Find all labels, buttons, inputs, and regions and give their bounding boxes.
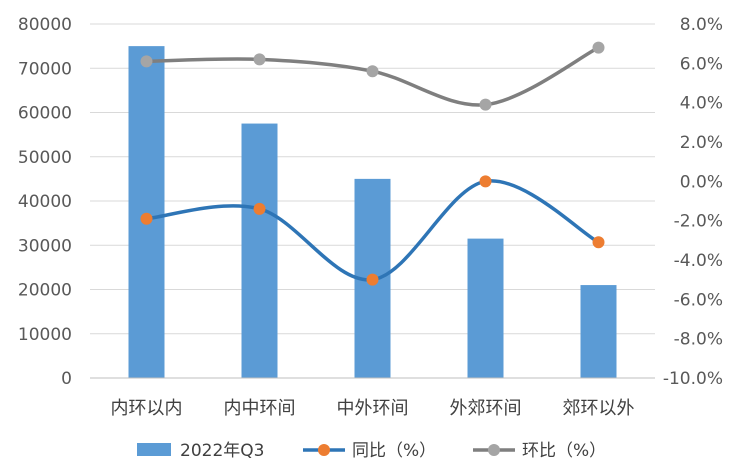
line-series (140, 41, 605, 286)
x-tick-label: 内环以内 (111, 398, 183, 419)
y-right-tick-label: -8.0% (674, 330, 723, 350)
line-point (479, 175, 492, 188)
y-left-tick-label: 70000 (18, 59, 72, 79)
legend-label: 2022年Q3 (180, 441, 264, 461)
y-left-tick-label: 40000 (18, 192, 72, 212)
legend-swatch-bar (137, 443, 171, 456)
y-left-tick-label: 20000 (18, 281, 72, 301)
y-right-tick-label: -2.0% (674, 212, 723, 232)
bar-series (128, 46, 617, 378)
y-left-tick-label: 10000 (18, 325, 72, 345)
line-point (253, 53, 266, 66)
y-right-tick-label: 4.0% (680, 94, 723, 114)
y-axis-right: -10.0% -8.0% -6.0% -4.0% -2.0% 0.0% 2.0% 4.0% 6.… (663, 15, 723, 389)
y-right-tick-label: -10.0% (663, 369, 723, 389)
bar (241, 123, 278, 378)
y-right-tick-label: -4.0% (674, 251, 723, 271)
line-point (140, 55, 153, 68)
y-right-tick-label: 0.0% (680, 172, 723, 192)
bar (467, 238, 504, 378)
line-point (366, 65, 379, 78)
y-left-tick-label: 80000 (18, 15, 72, 35)
legend-label: 同比（%） (352, 441, 436, 461)
x-tick-label: 内中环间 (224, 398, 296, 419)
line-point (366, 273, 379, 286)
y-left-tick-label: 50000 (18, 148, 72, 168)
y-axis-left: 0 10000 20000 30000 40000 50000 60000 70000 8000… (18, 15, 72, 389)
line-point (253, 202, 266, 215)
y-left-tick-label: 0 (61, 369, 72, 389)
y-left-tick-label: 60000 (18, 104, 72, 124)
legend: 2022年Q3 同比（%） 环比（%） (137, 441, 606, 461)
line-point (592, 41, 605, 54)
y-right-tick-label: 6.0% (680, 54, 723, 74)
y-right-tick-label: -6.0% (674, 290, 723, 310)
bar (128, 46, 165, 378)
x-tick-label: 中外环间 (337, 398, 409, 419)
legend-swatch-marker (318, 444, 330, 456)
y-right-tick-label: 2.0% (680, 133, 723, 153)
bar (580, 285, 617, 378)
line-point (592, 236, 605, 249)
x-axis: 内环以内 内中环间 中外环间 外郊环间 郊环以外 (90, 377, 655, 419)
y-right-tick-label: 8.0% (680, 15, 723, 35)
x-tick-label: 郊环以外 (563, 398, 635, 419)
legend-label: 环比（%） (522, 441, 606, 461)
x-tick-label: 外郊环间 (450, 398, 522, 419)
legend-swatch-marker (488, 444, 500, 456)
y-left-tick-label: 30000 (18, 236, 72, 256)
line-point (140, 212, 153, 225)
line-point (479, 98, 492, 111)
